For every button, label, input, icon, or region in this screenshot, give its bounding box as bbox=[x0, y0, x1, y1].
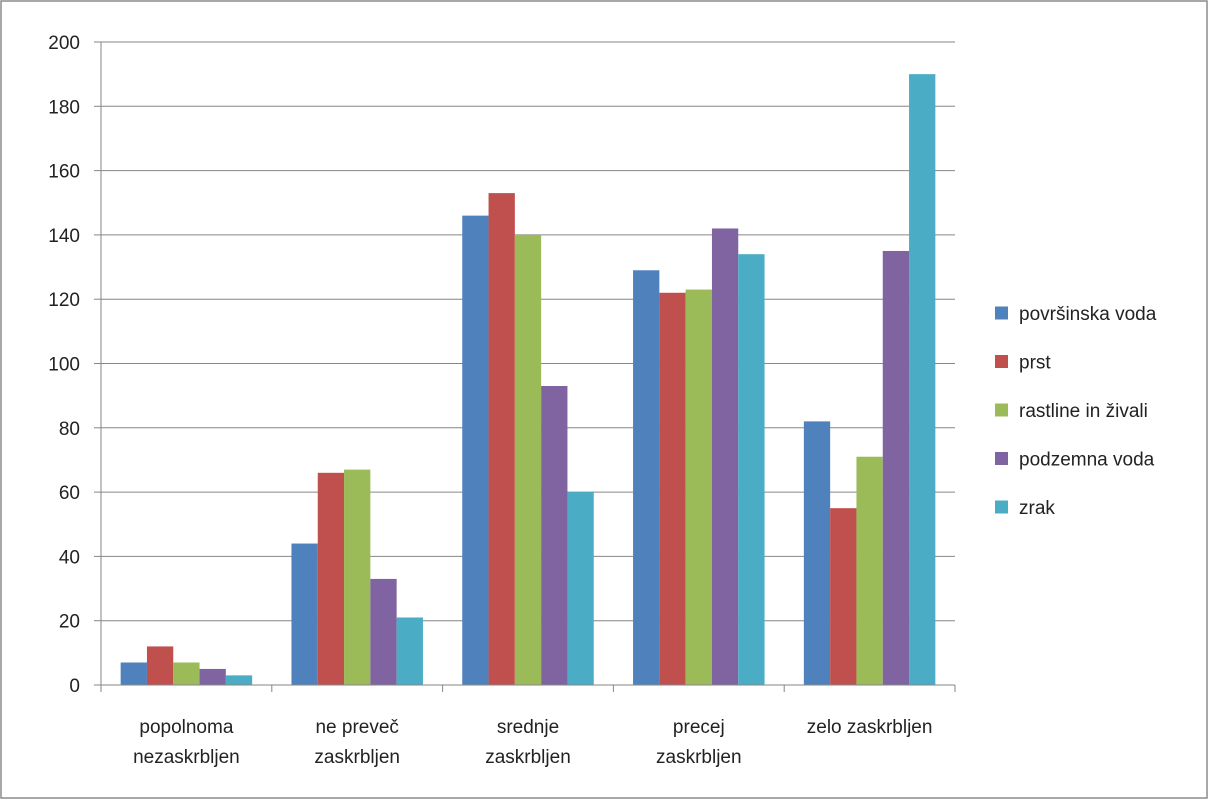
bar-3-1 bbox=[462, 215, 489, 686]
x-category-label: srednje zaskrbljen bbox=[485, 717, 571, 768]
x-category-label: precej zaskrbljen bbox=[656, 717, 742, 768]
x-category-label: popolnoma nezaskrbljen bbox=[133, 717, 240, 768]
bar-1-4 bbox=[199, 668, 226, 685]
legend-swatch bbox=[995, 355, 1008, 368]
axis-labels: 0 20 40 60 80 100 120 140 160 180 200 popolnoma neza… bbox=[48, 33, 932, 768]
legend-swatch bbox=[995, 452, 1008, 465]
bar-5-4 bbox=[882, 250, 910, 685]
legend-swatch bbox=[995, 500, 1008, 514]
y-tick-label: 200 bbox=[48, 33, 80, 54]
legend-label: podzemna voda bbox=[1019, 450, 1155, 471]
legend-swatch bbox=[995, 403, 1008, 417]
legend-label: prst bbox=[1019, 353, 1051, 374]
bar-3-2 bbox=[488, 193, 515, 686]
y-tick-label: 140 bbox=[48, 226, 80, 247]
y-tick-label: 180 bbox=[48, 97, 80, 118]
bar-1-3 bbox=[173, 662, 200, 685]
legend-label: površinska voda bbox=[1019, 304, 1157, 325]
bar-4-3 bbox=[685, 289, 712, 685]
bar-4-5 bbox=[738, 254, 765, 685]
bar-5-2 bbox=[830, 508, 857, 685]
y-tick-label: 60 bbox=[59, 483, 80, 504]
bar-5-3 bbox=[856, 456, 883, 685]
legend-label: zrak bbox=[1019, 498, 1055, 519]
bar-1-5 bbox=[225, 675, 253, 685]
y-tick-label: 0 bbox=[69, 676, 80, 697]
bar-4-4 bbox=[711, 228, 739, 685]
bar-3-5 bbox=[567, 492, 594, 685]
bar-5-1 bbox=[803, 421, 831, 685]
axes bbox=[94, 41, 956, 692]
bar-1-2 bbox=[146, 646, 174, 685]
y-tick-label: 120 bbox=[48, 290, 80, 311]
bar-3-3 bbox=[514, 234, 542, 685]
x-category-label: ne preveč zaskrbljen bbox=[314, 717, 400, 768]
bars bbox=[120, 74, 936, 686]
bar-4-2 bbox=[659, 292, 686, 685]
bar-3-4 bbox=[541, 386, 568, 685]
y-tick-label: 80 bbox=[59, 419, 80, 440]
legend-label: rastline in živali bbox=[1019, 401, 1148, 422]
bar-2-2 bbox=[317, 472, 345, 685]
bar-2-1 bbox=[291, 543, 318, 685]
y-tick-label: 100 bbox=[48, 355, 80, 376]
x-category-label: zelo zaskrbljen bbox=[807, 717, 933, 738]
y-tick-label: 160 bbox=[48, 162, 80, 183]
bar-2-4 bbox=[370, 578, 397, 685]
y-tick-label: 20 bbox=[59, 612, 80, 633]
bar-1-1 bbox=[120, 662, 147, 685]
bar-2-3 bbox=[344, 469, 371, 685]
legend-swatch bbox=[995, 306, 1008, 320]
bar-2-5 bbox=[396, 617, 423, 685]
bar-4-1 bbox=[633, 270, 660, 685]
bar-5-5 bbox=[909, 74, 936, 685]
y-tick-label: 40 bbox=[59, 547, 80, 568]
legend: površinska voda prst rastline in živali pod… bbox=[995, 304, 1157, 519]
